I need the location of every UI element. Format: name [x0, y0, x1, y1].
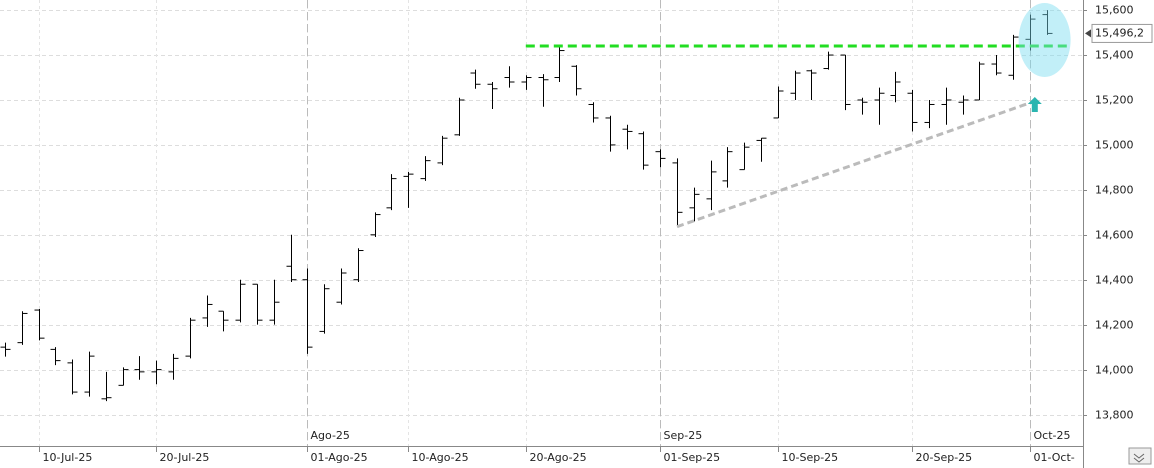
up-arrow — [1027, 97, 1042, 112]
x-tick-label: 01-Sep-25 — [664, 451, 721, 464]
x-tick-label: 10-Ago-25 — [412, 451, 469, 464]
last-price-marker — [1085, 29, 1091, 38]
scroll-icon — [1133, 453, 1145, 463]
y-tick-label: 14,800 — [1095, 184, 1134, 197]
y-tick-label: 15,600 — [1095, 4, 1134, 17]
y-tick-label: 15,400 — [1095, 49, 1134, 62]
y-tick-label: 14,600 — [1095, 229, 1134, 242]
x-tick-label: 20-Ago-25 — [530, 451, 587, 464]
month-label: Oct-25 — [1034, 429, 1071, 442]
axes: 13,800 14,000 14,200 14,400 14,600 14,800 15,0… — [39, 4, 1153, 464]
x-tick-label: 20-Jul-25 — [160, 451, 210, 464]
y-tick-label: 15,000 — [1095, 139, 1134, 152]
bars — [0, 10, 1053, 402]
y-tick-label: 15,200 — [1095, 94, 1134, 107]
month-label: Sep-25 — [664, 429, 703, 442]
x-tick-label: 10-Jul-25 — [43, 451, 93, 464]
grid — [0, 0, 1083, 446]
y-tick-label: 14,000 — [1095, 364, 1134, 377]
month-label: Ago-25 — [311, 429, 350, 442]
y-tick-label: 13,800 — [1095, 409, 1134, 422]
x-tick-label: 10-Sep-25 — [782, 451, 839, 464]
x-tick-label: 20-Sep-25 — [916, 451, 973, 464]
highlight-ellipse — [1018, 3, 1071, 77]
trend-line — [676, 101, 1031, 229]
scroll-button[interactable] — [1128, 447, 1152, 465]
x-tick-label: 01-Ago-25 — [311, 451, 368, 464]
annotations — [525, 3, 1071, 229]
last-price-box — [1091, 23, 1153, 43]
x-tick-label: 01-Oct- — [1034, 451, 1075, 464]
y-tick-label: 14,200 — [1095, 319, 1134, 332]
last-price-label: 15,496,2 — [1095, 26, 1144, 39]
y-tick-label: 14,400 — [1095, 274, 1134, 287]
